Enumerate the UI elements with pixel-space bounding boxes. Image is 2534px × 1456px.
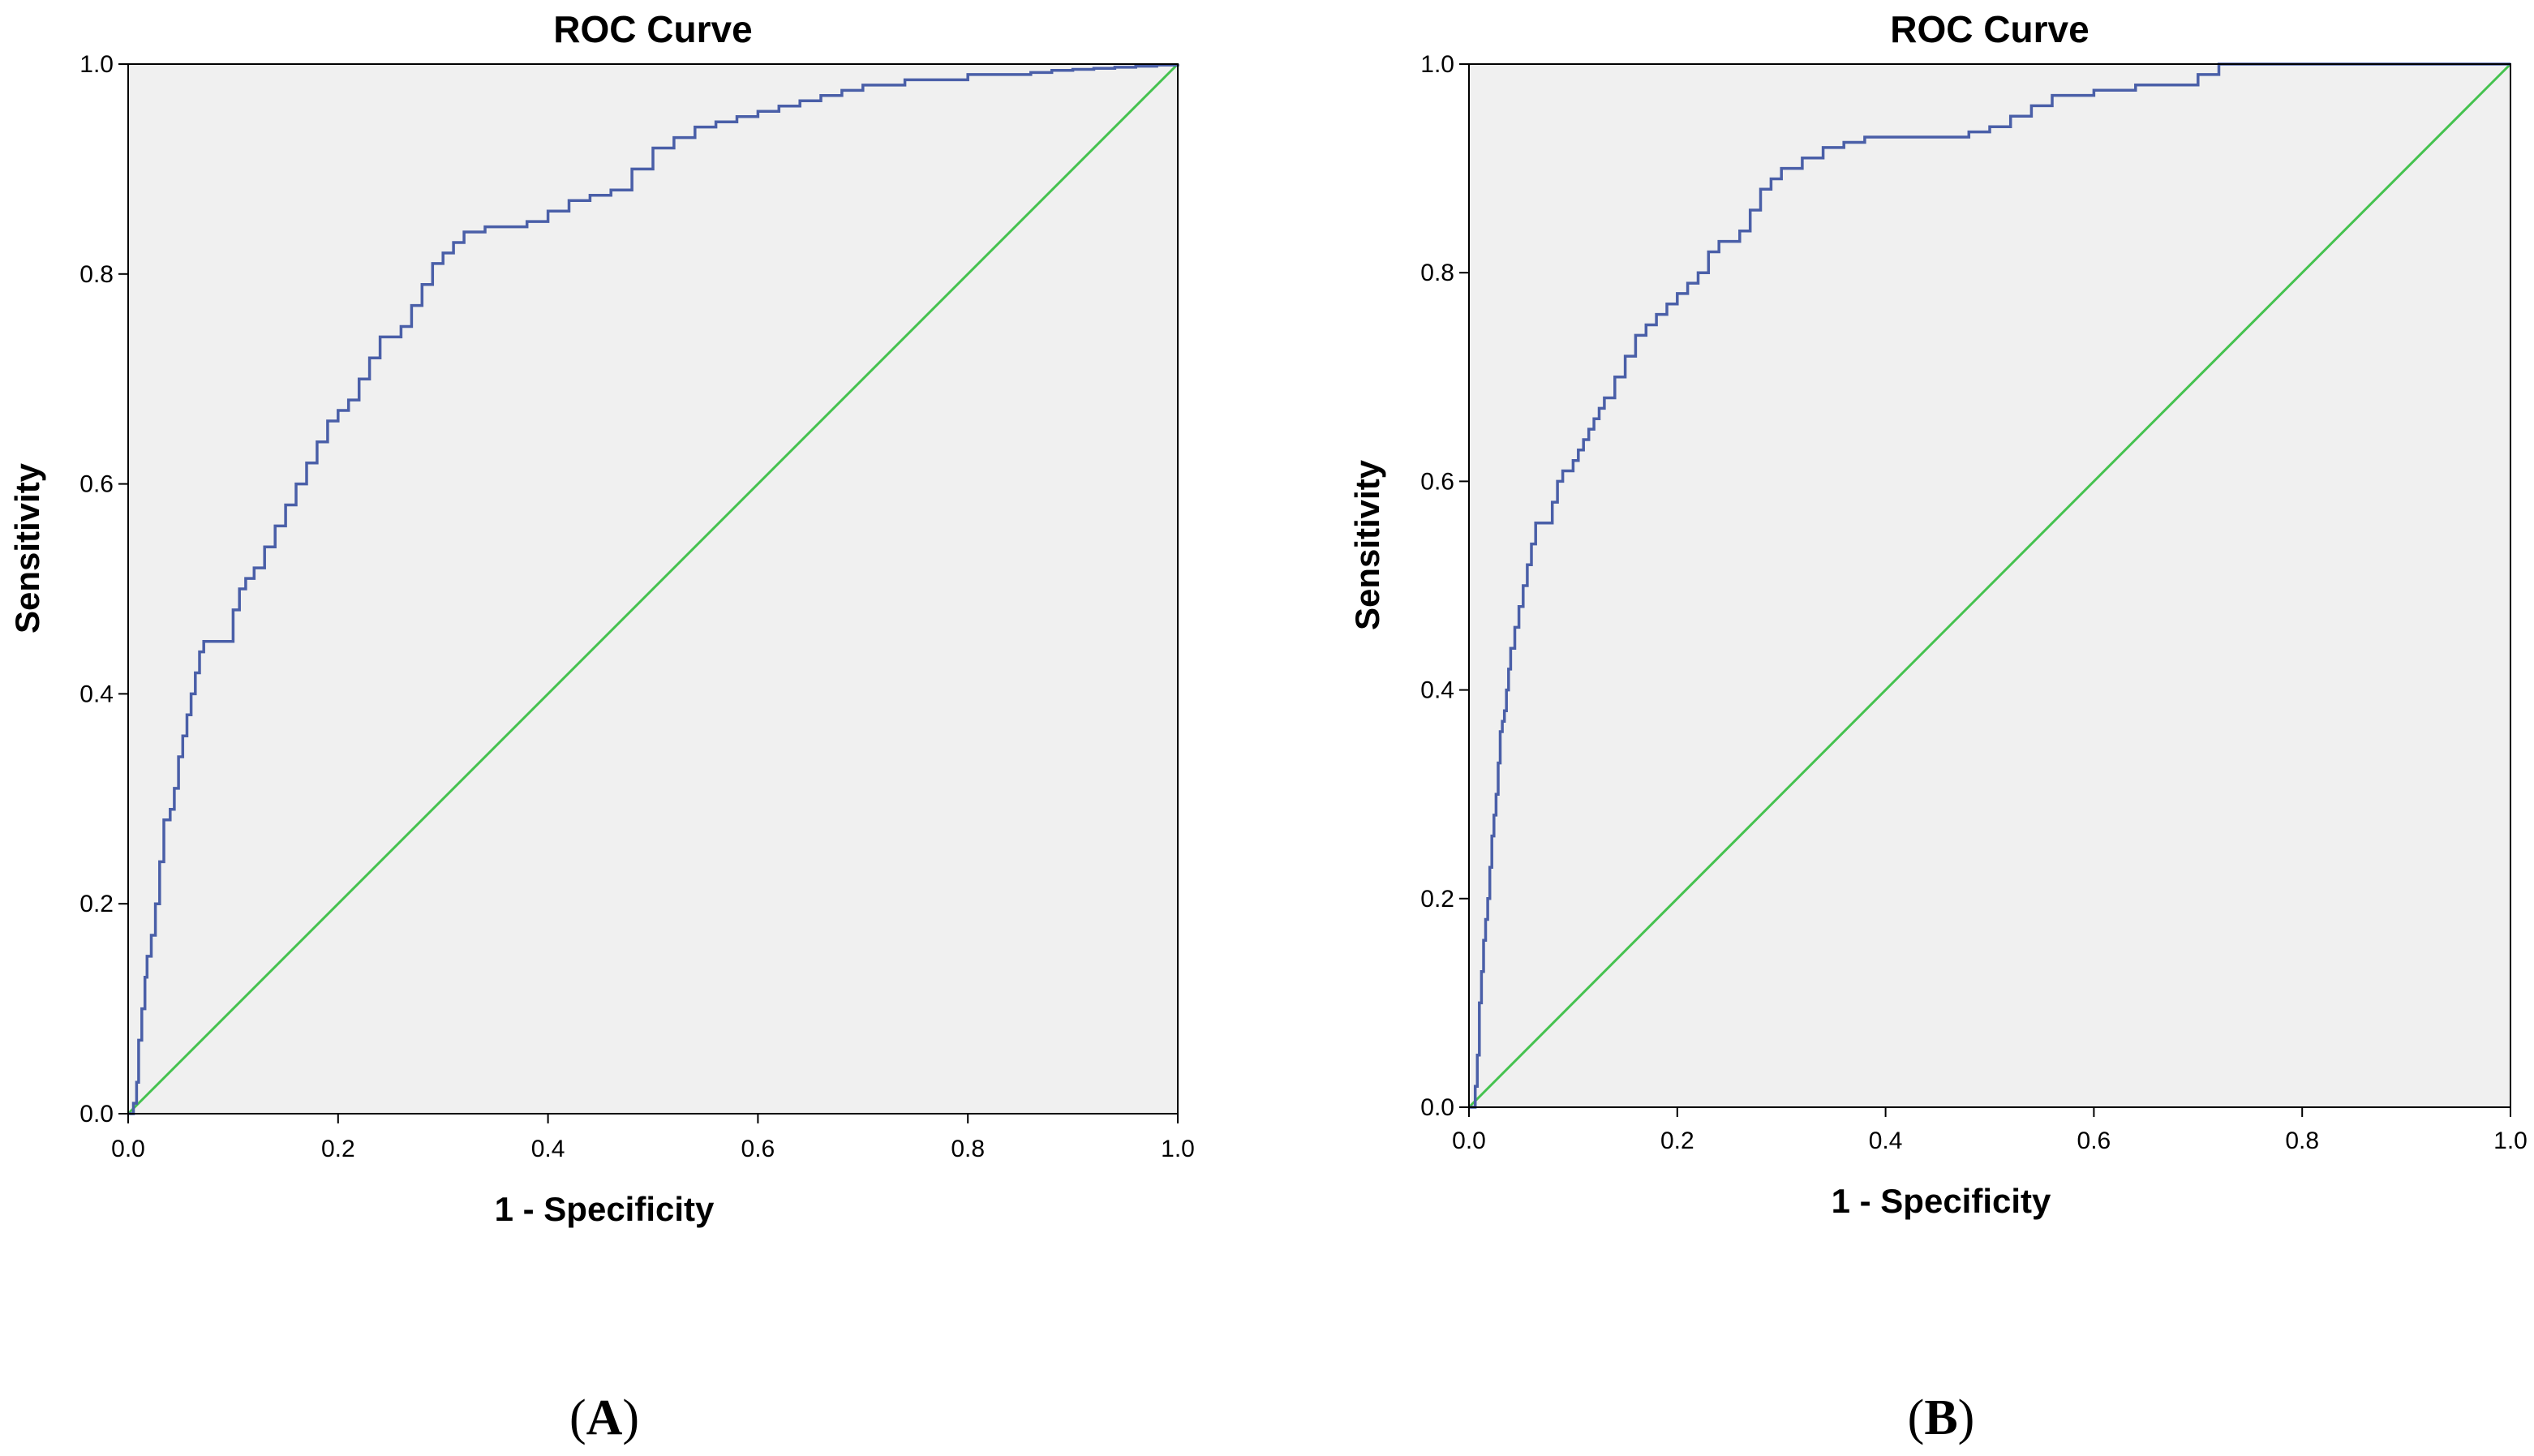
x-axis-label: 1 - Specificity (1832, 1182, 2051, 1220)
x-axis-label: 1 - Specificity (495, 1190, 715, 1228)
y-tick-label: 0.2 (79, 891, 114, 917)
y-tick-label: 0.2 (1420, 886, 1454, 913)
reference-line (1467, 62, 2512, 1109)
x-tick-label: 0.4 (531, 1136, 565, 1162)
panel-b: 0.0 0.2 0.4 0.6 0.8 1.0 0.0 0.2 0.4 0.6 0.8 1.0 ROC … (1348, 8, 2528, 1445)
x-tick-label: 1.0 (1161, 1136, 1195, 1162)
y-tick-label: 1.0 (79, 51, 114, 78)
x-tick-label: 0.2 (321, 1136, 355, 1162)
x-tick-label: 0.0 (1452, 1127, 1486, 1154)
x-tick-label: 0.6 (2077, 1127, 2111, 1154)
x-tick-label: 1.0 (2493, 1127, 2528, 1154)
y-tick-label: 0.8 (79, 261, 114, 288)
y-tick-label: 1.0 (1420, 51, 1454, 78)
y-tick-label: 0.8 (1420, 260, 1454, 286)
y-tick-label: 0.4 (1420, 677, 1454, 704)
x-tick-label: 0.8 (951, 1136, 985, 1162)
plot-frame (1468, 63, 2511, 1108)
chart-title: ROC Curve (1890, 8, 2089, 50)
x-tick-label: 0.2 (1660, 1127, 1694, 1154)
y-tick-label: 0.0 (1420, 1094, 1454, 1121)
roc-curve (128, 63, 1179, 1115)
y-tick-label: 0.0 (79, 1101, 114, 1127)
y-axis-label: Sensitivity (8, 462, 46, 634)
chart-title: ROC Curve (553, 8, 752, 50)
panel-label: (A) (569, 1390, 639, 1445)
x-tick-label: 0.4 (1869, 1127, 1903, 1154)
plot-frame (127, 63, 1179, 1115)
y-tick-label: 0.6 (79, 471, 114, 498)
reference-line (127, 62, 1179, 1115)
panel-letter: A (586, 1390, 623, 1445)
y-tick-label: 0.4 (79, 681, 114, 707)
x-tick-label: 0.0 (111, 1136, 145, 1162)
panel-label: (B) (1908, 1390, 1975, 1445)
y-tick-label: 0.6 (1420, 468, 1454, 495)
panel-letter: B (1924, 1390, 1957, 1445)
panel-a: 0.0 0.2 0.4 0.6 0.8 1.0 0.0 0.2 0.4 0.6 0.8 1.0 ROC … (8, 8, 1195, 1445)
roc-curve (1469, 62, 2510, 1109)
x-tick-label: 0.8 (2285, 1127, 2319, 1154)
x-tick-label: 0.6 (741, 1136, 775, 1162)
y-axis-label: Sensitivity (1348, 459, 1386, 630)
